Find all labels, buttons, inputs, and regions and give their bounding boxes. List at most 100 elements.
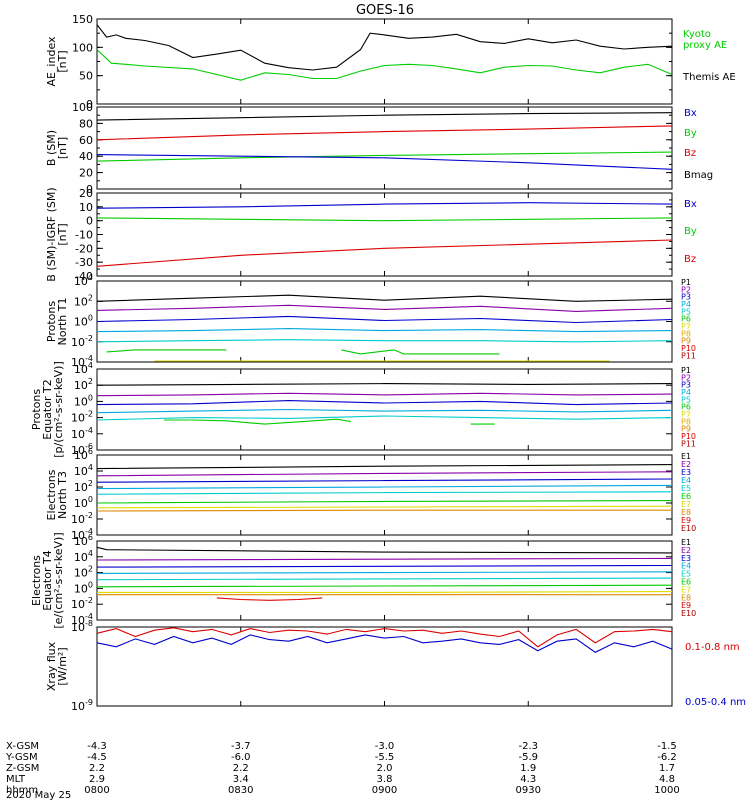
panel-8: 10-9 10-8 Xray flux[W/m²] 0.1-0.8 nm 0.05-0.… xyxy=(45,619,746,713)
series-line-p1 xyxy=(96,383,673,386)
y-axis-label: Electrons xyxy=(45,469,58,520)
series-line-p4 xyxy=(96,408,673,414)
y-tick-label: 100 xyxy=(72,41,93,54)
y-tick-label: 80 xyxy=(79,117,93,130)
y-tick-label: 102 xyxy=(74,377,93,392)
ephemeris-row-label: MLT xyxy=(6,774,26,785)
legend-entry: E9 xyxy=(681,516,691,525)
legend: Bx By Bz Bmag xyxy=(684,108,713,181)
y-axis-label: [p/(cm²-s-sr-keV)] xyxy=(52,361,65,458)
y-tick-label: 10-2 xyxy=(71,596,93,611)
y-tick-label: 10-8 xyxy=(71,619,93,634)
series-line-p3 xyxy=(96,400,673,406)
series-line-p2 xyxy=(96,304,673,312)
series-line-e5 xyxy=(96,491,673,495)
series-line-e6 xyxy=(96,500,673,504)
legend-entry: P4 xyxy=(681,300,691,309)
series-line-e3 xyxy=(96,564,673,568)
series-line-p1 xyxy=(96,294,673,302)
legend-entry: P6 xyxy=(681,403,691,412)
legend-entry: Bz xyxy=(684,254,696,265)
legend-entry: P3 xyxy=(681,381,691,390)
y-axis-label: AE_index xyxy=(45,36,58,87)
y-axis-label: Xray flux xyxy=(45,641,58,691)
series-line-bz xyxy=(96,125,673,141)
ephemeris-value: 1.7 xyxy=(659,763,675,774)
legend-entry: P7 xyxy=(681,410,691,419)
y-axis-label: [nT] xyxy=(56,223,69,245)
y-tick-label: 104 xyxy=(74,273,93,288)
legend-entry: P6 xyxy=(681,315,691,324)
panel-2: 0 20 40 60 80 100 B (SM)[nT] Bx By Bz Bmag xyxy=(45,101,713,196)
y-tick-label: 10-2 xyxy=(71,410,93,425)
legend-entry: Kyoto xyxy=(683,29,711,40)
legend-entry: E7 xyxy=(681,585,691,594)
ephemeris-value: 1.9 xyxy=(520,763,536,774)
plot-title: GOES-16 xyxy=(356,3,414,18)
y-tick-label: 20 xyxy=(79,187,93,200)
legend-entry: E2 xyxy=(681,460,691,469)
y-tick-label: 100 xyxy=(72,101,93,114)
legend-entry: E4 xyxy=(681,476,691,485)
legend-entry: P2 xyxy=(681,373,691,382)
series-line-bx xyxy=(96,154,673,170)
ephemeris-row-label: hhmm xyxy=(6,785,38,796)
y-tick-label: 100 xyxy=(74,314,93,329)
ephemeris-value: 1000 xyxy=(654,785,679,796)
series-line-p6 xyxy=(164,418,352,425)
y-tick-label: 104 xyxy=(74,361,93,376)
legend-entry: proxy AE xyxy=(683,40,727,51)
y-axis-label: [e/(cm²-s-sr-keV)] xyxy=(52,532,65,628)
panel-frame xyxy=(96,192,673,277)
y-tick-label: 10-9 xyxy=(71,698,93,713)
series-line-bmag xyxy=(96,112,673,121)
legend-entry: E9 xyxy=(681,601,691,610)
y-axis-label: B (SM) xyxy=(45,130,58,166)
y-tick-label: 100 xyxy=(74,393,93,408)
y-tick-label: 10-2 xyxy=(71,334,93,349)
ephemeris-value: -2.3 xyxy=(518,741,538,752)
legend-entry: E6 xyxy=(681,577,691,586)
legend-entry: E3 xyxy=(681,554,691,563)
legend-entry: E6 xyxy=(681,492,691,501)
y-tick-label: 0 xyxy=(86,215,93,228)
series-line-bx xyxy=(96,202,673,209)
series-line-e9 xyxy=(216,597,323,601)
y-tick-label: 0 xyxy=(86,183,93,196)
y-tick-label: 106 xyxy=(74,533,93,548)
series-line-0-05-0-4-nm xyxy=(96,634,673,653)
legend-entry: By xyxy=(684,226,697,237)
series-line-e4 xyxy=(96,571,673,574)
legend-entry: Bx xyxy=(684,108,697,119)
y-tick-label: 104 xyxy=(74,463,93,478)
y-tick-label: -30 xyxy=(75,256,93,269)
legend-entry: Bz xyxy=(684,148,696,159)
legend: Bx By Bz xyxy=(684,199,697,265)
series-line-e6 xyxy=(96,584,673,588)
ephemeris-value: 2.2 xyxy=(233,763,249,774)
series-line-themis-ae xyxy=(96,24,673,71)
series-line-bz xyxy=(96,239,673,267)
legend-entry: E4 xyxy=(681,562,691,571)
legend-entry: 0.05-0.4 nm xyxy=(685,697,746,708)
legend-entry: P1 xyxy=(681,366,691,375)
legend-entry: P2 xyxy=(681,285,691,294)
y-axis-label: Equator T2 xyxy=(41,379,54,439)
series-line-e5 xyxy=(96,577,673,581)
legend-entry: E7 xyxy=(681,500,691,509)
legend-entry: P8 xyxy=(681,329,691,338)
legend-entry: 0.1-0.8 nm xyxy=(685,642,740,653)
legend-entry: P9 xyxy=(681,425,691,434)
y-axis-label: [nT] xyxy=(56,137,69,159)
series-line-p3 xyxy=(96,315,673,324)
